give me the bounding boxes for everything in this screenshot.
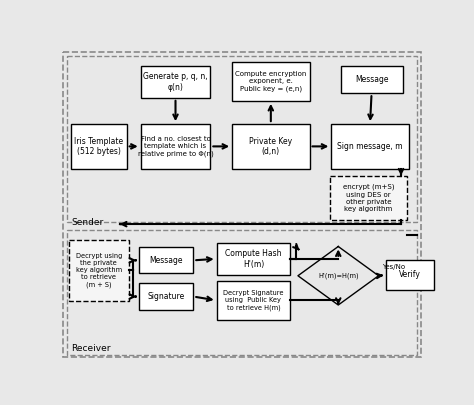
Bar xyxy=(139,247,193,273)
Bar xyxy=(141,124,210,169)
Bar xyxy=(341,66,402,93)
Bar xyxy=(330,176,407,220)
Text: Signature: Signature xyxy=(147,292,185,301)
Text: Yes/No: Yes/No xyxy=(383,264,406,269)
Text: Iris Template
(512 bytes): Iris Template (512 bytes) xyxy=(74,136,123,156)
Bar xyxy=(67,230,417,355)
Text: Message: Message xyxy=(355,75,388,84)
Text: Message: Message xyxy=(149,256,183,265)
Bar xyxy=(217,243,290,275)
Bar xyxy=(386,260,434,290)
Text: Sign message, m: Sign message, m xyxy=(337,142,403,151)
Text: Verify: Verify xyxy=(400,271,421,279)
Bar xyxy=(71,124,127,169)
Bar xyxy=(139,284,193,310)
Text: Compute Hash
H'(m): Compute Hash H'(m) xyxy=(225,249,282,269)
Text: Find a no. closest to
template which is
relative prime to Φ(n): Find a no. closest to template which is … xyxy=(137,136,213,157)
Bar xyxy=(141,66,210,98)
Text: Compute encryption
exponent, e.
Public key = (e,n): Compute encryption exponent, e. Public k… xyxy=(235,71,307,92)
Text: Generate p, q, n,
φ(n): Generate p, q, n, φ(n) xyxy=(143,72,208,92)
Bar xyxy=(232,62,310,101)
Bar xyxy=(331,124,409,169)
Bar xyxy=(67,56,417,222)
Bar xyxy=(217,281,290,320)
Text: encrypt (m+S)
using DES or
other private
key algorithm: encrypt (m+S) using DES or other private… xyxy=(343,184,394,212)
Text: Decrypt using
the private
key algorithm
to retrieve
(m + S): Decrypt using the private key algorithm … xyxy=(75,253,122,288)
Text: Private Key
(d,n): Private Key (d,n) xyxy=(249,136,292,156)
Bar xyxy=(232,124,310,169)
Text: Sender: Sender xyxy=(71,218,103,227)
Text: H'(m)=H(m): H'(m)=H(m) xyxy=(318,273,358,279)
Bar xyxy=(69,240,129,301)
Text: Decrypt Signature
using  Public Key
to retrieve H(m): Decrypt Signature using Public Key to re… xyxy=(223,290,283,311)
Text: Receiver: Receiver xyxy=(71,344,110,353)
